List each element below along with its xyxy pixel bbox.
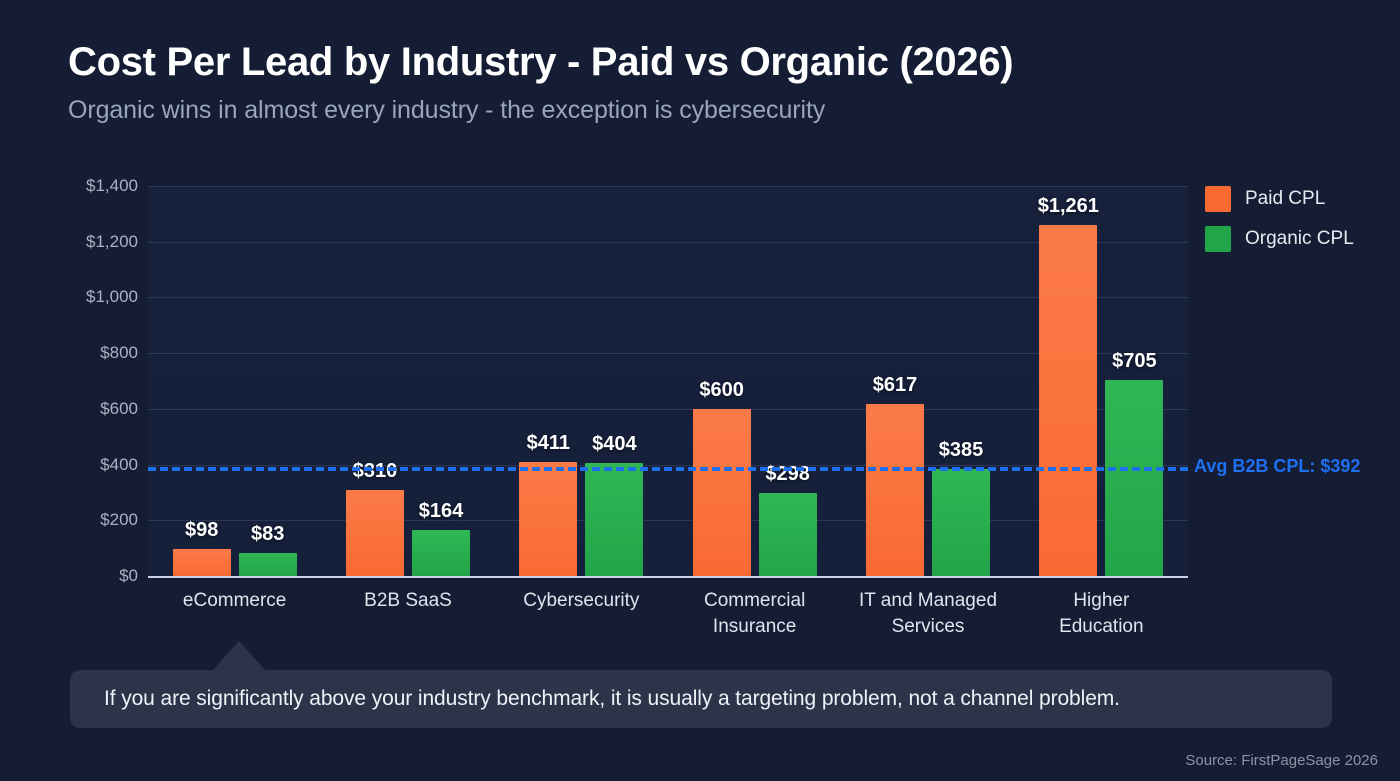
- x-axis-label-line: Education: [1059, 616, 1144, 637]
- x-axis-line: [148, 576, 1188, 578]
- plot-background: [148, 186, 1188, 576]
- source-attribution: Source: FirstPageSage 2026: [1185, 752, 1378, 769]
- x-axis-label-line: IT and Managed: [858, 590, 998, 611]
- bar-value-label: $705: [1112, 349, 1157, 372]
- y-axis-tick-label: $0: [119, 566, 138, 585]
- bar-organic[interactable]: [932, 468, 990, 576]
- legend-label-paid: Paid CPL: [1245, 188, 1326, 209]
- page-subtitle: Organic wins in almost every industry - …: [68, 96, 826, 124]
- gridline: [148, 241, 1188, 243]
- bar-paid[interactable]: [692, 408, 751, 576]
- legend-label-organic: Organic CPL: [1245, 228, 1354, 249]
- bar-paid[interactable]: [172, 548, 231, 576]
- bar-value-label: $600: [699, 378, 744, 401]
- bar-organic[interactable]: [585, 463, 644, 576]
- bar-organic[interactable]: [758, 492, 817, 576]
- bar-value-label: $385: [938, 438, 984, 461]
- x-axis-label-line: B2B SaaS: [364, 590, 452, 611]
- callout-pointer-icon: [212, 641, 266, 671]
- bar-value-label: $164: [418, 500, 464, 523]
- x-axis-category-label: IT and Managed Services: [838, 588, 1018, 640]
- bar-value-label: $1,261: [1037, 194, 1099, 217]
- y-axis-tick-label: $1,200: [86, 231, 138, 251]
- x-axis-category-label: Higher Education: [1011, 588, 1191, 640]
- bar-organic[interactable]: [412, 530, 470, 576]
- bar-value-label: $98: [184, 518, 219, 541]
- legend-item-paid[interactable]: Paid CPL: [1205, 186, 1354, 212]
- x-axis-category-label: B2B SaaS: [318, 588, 498, 614]
- gridline: [148, 297, 1188, 299]
- gridline: [148, 186, 1188, 187]
- gridline: [148, 353, 1188, 355]
- benchmark-label: Avg B2B CPL: $392: [1194, 455, 1361, 476]
- bar-value-label: $310: [352, 459, 398, 482]
- y-axis-tick-label: $800: [100, 343, 138, 363]
- x-axis-label-line: Insurance: [712, 616, 797, 637]
- bar-paid[interactable]: [519, 461, 578, 576]
- y-axis-tick-label: $1,000: [86, 287, 138, 307]
- x-axis-label-line: Cybersecurity: [523, 590, 640, 611]
- y-axis-tick-label: $400: [100, 454, 138, 474]
- x-axis-category-label: eCommerce: [145, 588, 325, 614]
- x-axis-category-label: Cybersecurity: [491, 588, 671, 614]
- chart-legend: Paid CPL Organic CPL: [1205, 186, 1354, 266]
- y-axis-tick-label: $600: [100, 398, 138, 418]
- organic-swatch-icon: [1205, 226, 1231, 252]
- legend-item-organic[interactable]: Organic CPL: [1205, 226, 1354, 252]
- gridline: [148, 464, 1188, 466]
- bar-value-label: $411: [526, 431, 571, 454]
- bar-value-label: $83: [250, 522, 285, 545]
- paid-swatch-icon: [1205, 186, 1231, 212]
- y-axis-tick-label: $1,400: [86, 176, 138, 195]
- bar-paid[interactable]: [866, 404, 924, 576]
- benchmark-line: [148, 466, 1188, 471]
- bar-paid[interactable]: [346, 489, 404, 576]
- x-axis-label-line: eCommerce: [182, 590, 287, 611]
- callout-box: If you are significantly above your indu…: [70, 670, 1332, 728]
- page-title: Cost Per Lead by Industry - Paid vs Orga…: [68, 40, 1014, 84]
- x-axis-label-line: Services: [891, 616, 965, 637]
- gridline: [148, 408, 1188, 410]
- gridline: [148, 520, 1188, 522]
- bar-value-label: $404: [592, 433, 637, 456]
- bar-organic[interactable]: [238, 552, 297, 576]
- callout-text: If you are significantly above your indu…: [104, 687, 1120, 710]
- chart-header: Cost Per Lead by Industry - Paid vs Orga…: [68, 36, 1338, 126]
- bar-paid[interactable]: [1039, 224, 1098, 576]
- y-axis-tick-label: $200: [100, 510, 138, 530]
- bar-organic[interactable]: [1105, 379, 1164, 576]
- x-axis-category-label: Commercial Insurance: [665, 588, 845, 640]
- x-axis-label-line: Higher: [1073, 590, 1130, 611]
- bar-value-label: $617: [872, 374, 918, 397]
- x-axis-label-line: Commercial: [703, 590, 806, 611]
